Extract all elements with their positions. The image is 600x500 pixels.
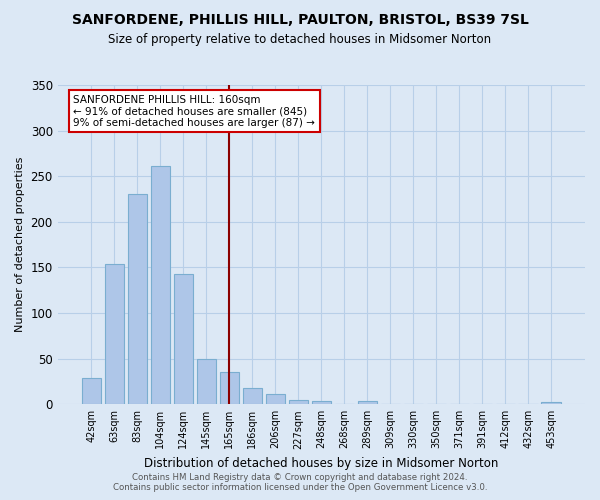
- Bar: [220, 372, 239, 404]
- Bar: [541, 402, 561, 404]
- Bar: [173, 274, 193, 404]
- Bar: [82, 378, 101, 404]
- Bar: [311, 400, 331, 404]
- Bar: [242, 388, 262, 404]
- Bar: [151, 166, 170, 404]
- Y-axis label: Number of detached properties: Number of detached properties: [15, 157, 25, 332]
- Bar: [358, 400, 377, 404]
- Text: Contains HM Land Registry data © Crown copyright and database right 2024.
Contai: Contains HM Land Registry data © Crown c…: [113, 473, 487, 492]
- X-axis label: Distribution of detached houses by size in Midsomer Norton: Distribution of detached houses by size …: [144, 457, 499, 470]
- Bar: [128, 194, 147, 404]
- Bar: [197, 358, 216, 405]
- Text: SANFORDENE, PHILLIS HILL, PAULTON, BRISTOL, BS39 7SL: SANFORDENE, PHILLIS HILL, PAULTON, BRIST…: [71, 12, 529, 26]
- Bar: [104, 264, 124, 404]
- Bar: [289, 400, 308, 404]
- Text: SANFORDENE PHILLIS HILL: 160sqm
← 91% of detached houses are smaller (845)
9% of: SANFORDENE PHILLIS HILL: 160sqm ← 91% of…: [73, 94, 316, 128]
- Text: Size of property relative to detached houses in Midsomer Norton: Size of property relative to detached ho…: [109, 32, 491, 46]
- Bar: [266, 394, 285, 404]
